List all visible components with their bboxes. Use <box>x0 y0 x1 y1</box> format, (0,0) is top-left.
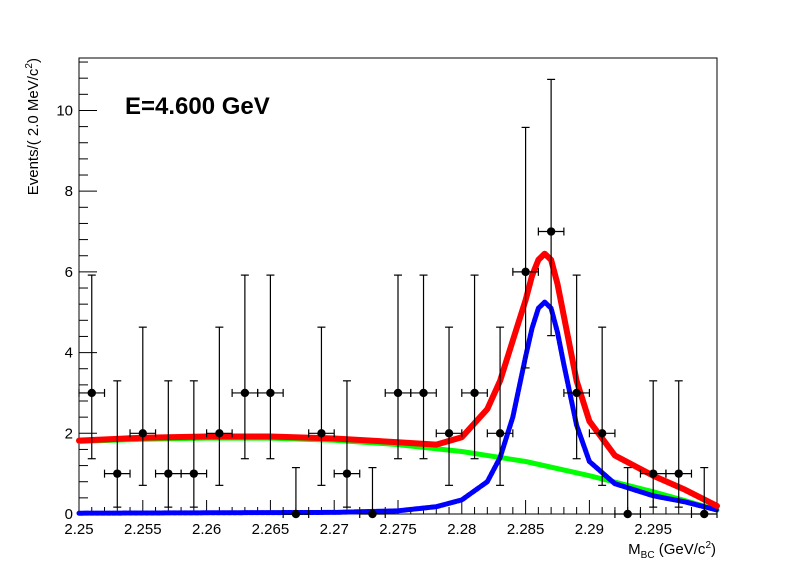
data-points <box>78 78 718 519</box>
x-axis-title: MBC (GeV/c2) <box>628 540 716 561</box>
x-tick-label: 2.26 <box>192 521 221 538</box>
y-axis-title: Events/( 2.0 MeV/c2) <box>24 58 42 195</box>
data-point <box>700 509 709 519</box>
data-point <box>113 469 122 478</box>
data-point <box>291 509 301 519</box>
data-point <box>444 429 454 438</box>
x-tick-label: 2.265 <box>252 521 290 538</box>
data-point <box>674 469 683 478</box>
data-point <box>138 429 147 438</box>
x-axis-title-sup: 2 <box>705 540 711 551</box>
fit-curve-total <box>76 250 720 509</box>
fit-curves <box>76 250 720 516</box>
x-axis-title-unit: (GeV/c <box>655 541 706 558</box>
y-axis-title-main: Events/( 2.0 MeV/c <box>25 68 42 195</box>
data-point <box>495 429 505 438</box>
y-axis-title-close: ) <box>25 58 42 63</box>
data-point <box>317 429 326 438</box>
fit-curve-signal <box>76 299 720 516</box>
x-tick-label: 2.255 <box>124 521 162 538</box>
data-point <box>470 388 479 398</box>
data-point <box>572 388 581 398</box>
data-point <box>546 227 556 236</box>
y-axis-title-sup: 2 <box>24 63 35 69</box>
y-axis: 0 2 4 6 8 10 <box>56 61 97 523</box>
data-point <box>87 388 96 398</box>
data-point <box>597 429 607 438</box>
y-tick-label: 8 <box>65 183 73 200</box>
y-tick-label: 2 <box>65 425 73 442</box>
data-point <box>521 267 530 277</box>
x-tick-label: 2.29 <box>575 521 604 538</box>
x-tick-label: 2.295 <box>634 521 672 538</box>
x-tick-label: 2.285 <box>507 521 545 538</box>
x-axis-title-main: M <box>628 541 641 558</box>
x-tick-label: 2.27 <box>320 521 349 538</box>
x-tick-label: 2.25 <box>64 521 93 538</box>
data-point <box>419 388 428 398</box>
data-point <box>240 388 250 398</box>
y-tick-label: 10 <box>56 102 73 119</box>
data-point <box>368 509 377 519</box>
data-point <box>164 469 173 478</box>
y-tick-label: 6 <box>65 264 73 281</box>
x-axis-title-close: ) <box>711 541 716 558</box>
x-axis: 2.25 2.255 2.26 2.265 2.27 2.275 2.28 2.285 2.29… <box>64 500 705 538</box>
data-point <box>393 388 403 398</box>
y-tick-label: 0 <box>65 506 73 523</box>
data-point <box>215 429 224 438</box>
data-point <box>266 388 275 398</box>
data-point <box>189 469 199 478</box>
data-point <box>342 469 352 478</box>
x-axis-title-sub: BC <box>641 550 655 561</box>
y-tick-label: 4 <box>65 345 73 362</box>
data-point <box>649 469 658 478</box>
energy-annotation: E=4.600 GeV <box>125 93 270 120</box>
data-point <box>623 509 632 519</box>
x-tick-label: 2.28 <box>447 521 476 538</box>
x-tick-label: 2.275 <box>379 521 417 538</box>
